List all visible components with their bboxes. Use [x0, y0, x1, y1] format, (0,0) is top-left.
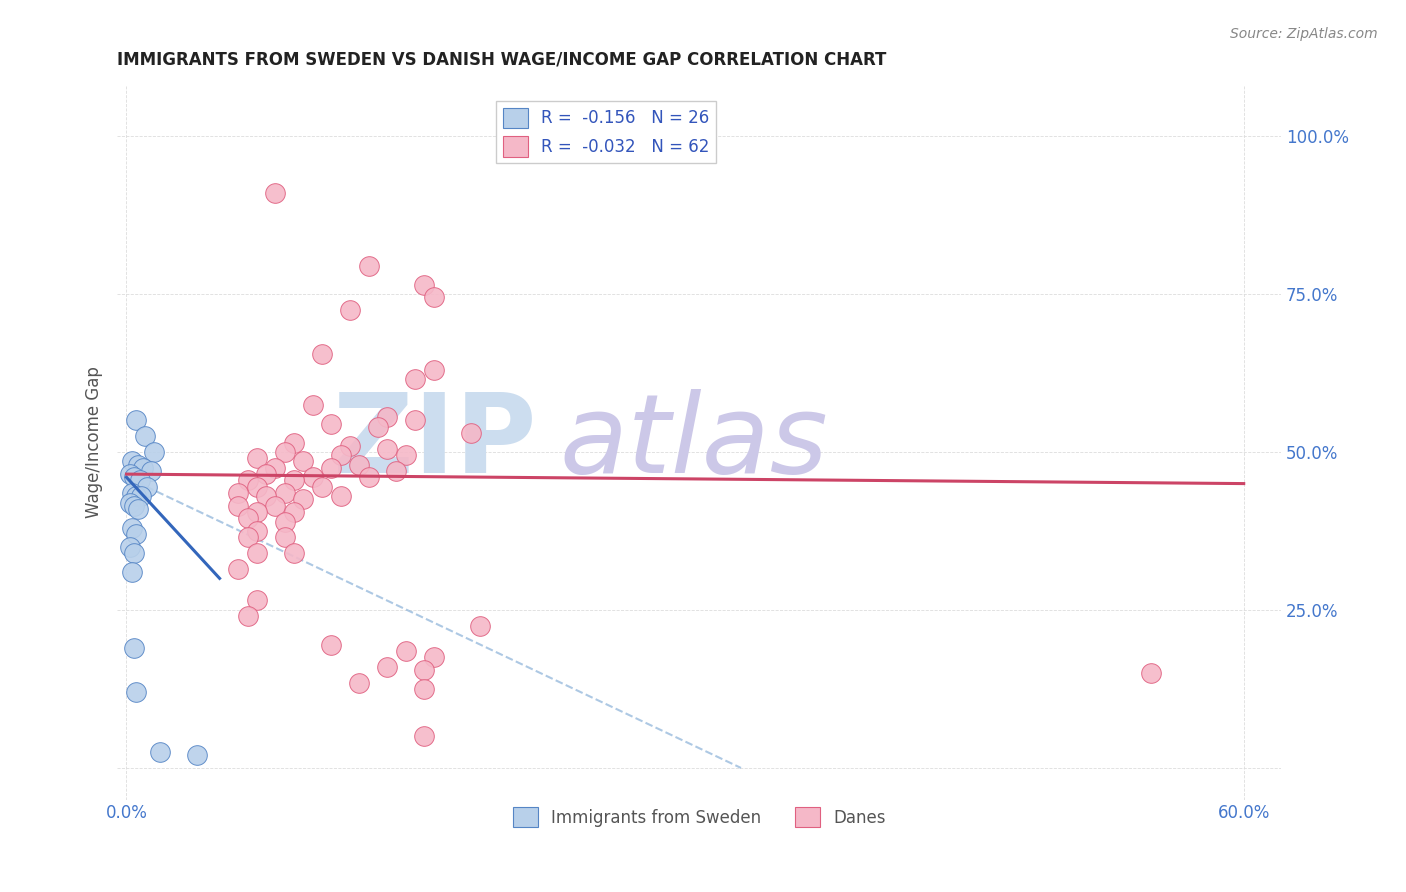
Point: [274, 515, 297, 529]
Point: [321, 638, 343, 652]
Point: [264, 186, 287, 200]
Point: [274, 530, 297, 544]
Point: [329, 489, 352, 503]
Point: [226, 499, 249, 513]
Point: [236, 474, 259, 488]
Point: [385, 464, 408, 478]
Point: [470, 619, 492, 633]
Point: [329, 448, 352, 462]
Point: [226, 562, 249, 576]
Point: [120, 540, 142, 554]
Point: [121, 521, 143, 535]
Point: [139, 464, 162, 478]
Point: [122, 470, 145, 484]
Text: Source: ZipAtlas.com: Source: ZipAtlas.com: [1230, 27, 1378, 41]
Point: [283, 474, 305, 488]
Point: [121, 454, 143, 468]
Point: [125, 489, 148, 503]
Point: [125, 527, 148, 541]
Point: [375, 410, 398, 425]
Point: [274, 445, 297, 459]
Point: [120, 467, 142, 482]
Point: [226, 486, 249, 500]
Point: [149, 745, 172, 759]
Point: [321, 460, 343, 475]
Point: [122, 499, 145, 513]
Point: [283, 505, 305, 519]
Point: [367, 419, 389, 434]
Point: [246, 524, 269, 538]
Point: [349, 458, 371, 472]
Point: [186, 748, 208, 763]
Point: [127, 501, 149, 516]
Point: [236, 530, 259, 544]
Point: [143, 445, 166, 459]
Point: [413, 277, 436, 292]
Text: ZIP: ZIP: [333, 389, 536, 496]
Point: [395, 644, 418, 658]
Point: [413, 729, 436, 743]
Point: [404, 413, 426, 427]
Point: [460, 425, 482, 440]
Point: [404, 372, 426, 386]
Point: [375, 660, 398, 674]
Point: [125, 685, 148, 699]
Point: [246, 505, 269, 519]
Point: [132, 460, 155, 475]
Point: [121, 486, 143, 500]
Point: [264, 460, 287, 475]
Point: [357, 470, 380, 484]
Point: [413, 681, 436, 696]
Point: [422, 290, 444, 304]
Point: [292, 454, 315, 468]
Point: [264, 499, 287, 513]
Legend: Immigrants from Sweden, Danes: Immigrants from Sweden, Danes: [506, 800, 891, 834]
Point: [283, 546, 305, 560]
Point: [311, 347, 333, 361]
Point: [395, 448, 418, 462]
Point: [128, 474, 150, 488]
Point: [274, 486, 297, 500]
Point: [127, 458, 149, 472]
Point: [134, 429, 156, 443]
Point: [254, 489, 277, 503]
Point: [339, 302, 361, 317]
Point: [254, 467, 277, 482]
Point: [246, 451, 269, 466]
Point: [349, 675, 371, 690]
Point: [246, 593, 269, 607]
Point: [301, 470, 323, 484]
Point: [292, 492, 315, 507]
Point: [246, 480, 269, 494]
Point: [413, 663, 436, 677]
Point: [120, 495, 142, 509]
Point: [246, 546, 269, 560]
Point: [131, 489, 153, 503]
Point: [236, 609, 259, 624]
Text: atlas: atlas: [560, 389, 828, 496]
Point: [321, 417, 343, 431]
Point: [122, 546, 145, 560]
Text: IMMIGRANTS FROM SWEDEN VS DANISH WAGE/INCOME GAP CORRELATION CHART: IMMIGRANTS FROM SWEDEN VS DANISH WAGE/IN…: [117, 51, 887, 69]
Point: [122, 640, 145, 655]
Point: [357, 259, 380, 273]
Point: [375, 442, 398, 456]
Point: [121, 565, 143, 579]
Point: [1139, 666, 1161, 681]
Point: [422, 650, 444, 665]
Point: [311, 480, 333, 494]
Point: [125, 413, 148, 427]
Point: [283, 435, 305, 450]
Point: [422, 363, 444, 377]
Point: [339, 439, 361, 453]
Point: [136, 480, 159, 494]
Point: [236, 511, 259, 525]
Y-axis label: Wage/Income Gap: Wage/Income Gap: [86, 367, 103, 518]
Point: [301, 398, 323, 412]
